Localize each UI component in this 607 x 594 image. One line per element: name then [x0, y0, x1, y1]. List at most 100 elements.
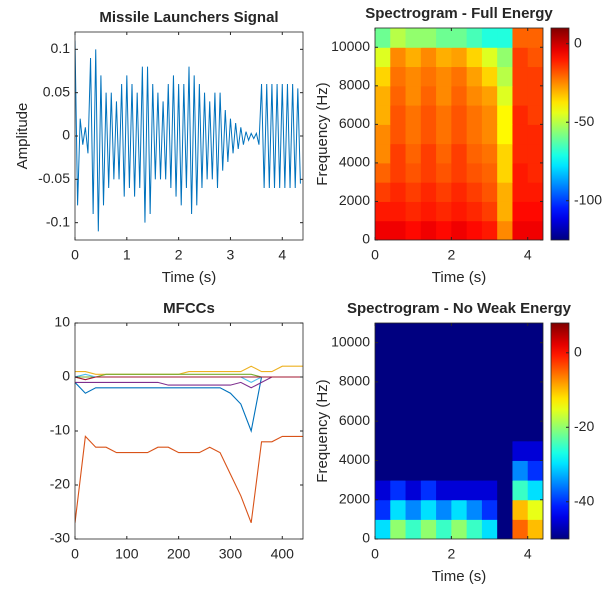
heat-cell [375, 105, 391, 125]
heat-cell [527, 124, 543, 145]
heat-cell [481, 220, 498, 240]
y-tick-label: 8000 [339, 373, 370, 389]
heat-cell [390, 105, 407, 125]
heat-cell [481, 28, 498, 48]
heat-cell [497, 440, 513, 461]
heat-cell [405, 440, 422, 461]
heat-cell [390, 421, 407, 442]
heat-cell [405, 28, 422, 48]
heat-cell [497, 105, 513, 125]
heat-cell [497, 401, 513, 422]
heat-cell [481, 381, 498, 403]
y-tick-label: 0.1 [51, 40, 71, 56]
series-line [75, 376, 303, 381]
x-tick-label: 0 [71, 247, 79, 263]
heat-cell [436, 182, 452, 202]
heat-cell [405, 47, 422, 68]
colorbar-tick-label: -50 [574, 113, 594, 129]
y-tick-label: 10000 [331, 38, 370, 54]
heat-cell [436, 28, 452, 48]
heat-cell [466, 323, 483, 344]
heat-cell [420, 362, 437, 383]
plot-area [75, 32, 303, 240]
axes-box [374, 322, 544, 540]
heat-cell [512, 480, 529, 501]
heat-cell [390, 28, 407, 48]
heat-cell [451, 519, 468, 539]
heat-cell [466, 519, 483, 539]
heat-cell [405, 480, 422, 501]
heat-cell [527, 460, 543, 481]
heat-cell [466, 28, 483, 48]
y-tick-label: 2000 [339, 490, 370, 506]
y-tick-label: 0 [62, 127, 70, 143]
series-line [75, 435, 303, 523]
heat-cell [512, 401, 529, 422]
heat-cell [375, 28, 391, 48]
heat-cell [436, 499, 452, 520]
heat-cell [436, 66, 452, 87]
y-tick-label: 0 [362, 231, 370, 247]
heat-cell [527, 220, 543, 240]
heat-cell [390, 480, 407, 501]
heat-cell [390, 47, 407, 68]
heat-cell [527, 201, 543, 222]
heat-cell [405, 66, 422, 87]
heat-cell [420, 182, 437, 202]
heat-cell [527, 182, 543, 202]
heat-cell [420, 162, 437, 183]
y-tick-label: -0.05 [38, 170, 70, 186]
heat-cell [436, 162, 452, 183]
heat-cell [481, 440, 498, 461]
heat-cell [405, 401, 422, 422]
x-tick-label: 4 [524, 247, 532, 263]
heat-cell [405, 162, 422, 183]
x-axis-label: Time (s) [432, 269, 486, 286]
heat-cell [436, 323, 452, 344]
heat-cell [436, 85, 452, 106]
heat-cell [390, 220, 407, 240]
heat-cell [405, 362, 422, 383]
heat-cell [527, 381, 543, 403]
heat-cell [420, 201, 437, 222]
chart-title: MFCCs [163, 300, 215, 317]
heat-cell [451, 124, 468, 145]
heat-cell [527, 105, 543, 125]
heat-cell [436, 401, 452, 422]
heat-cell [436, 381, 452, 403]
heat-cell [466, 401, 483, 422]
heat-cell [390, 362, 407, 383]
heat-cell [466, 480, 483, 501]
heat-cell [466, 85, 483, 106]
heat-cell [390, 323, 407, 344]
heat-cell [390, 519, 407, 539]
heat-cell [512, 85, 529, 106]
heat-cell [451, 66, 468, 87]
heat-cell [420, 381, 437, 403]
heat-cell [481, 105, 498, 125]
heat-cell [420, 85, 437, 106]
heat-cell [497, 381, 513, 403]
heat-cell [527, 47, 543, 68]
heat-cell [451, 421, 468, 442]
heat-cell [436, 519, 452, 539]
heat-cell [405, 460, 422, 481]
heat-cell [527, 143, 543, 164]
heat-cell [481, 362, 498, 383]
heat-cell [466, 362, 483, 383]
heat-cell [466, 201, 483, 222]
heat-cell [497, 143, 513, 164]
heat-cell [420, 220, 437, 240]
heat-cell [451, 499, 468, 520]
heat-cell [451, 381, 468, 403]
heat-cell [481, 342, 498, 363]
y-tick-label: -10 [50, 422, 70, 438]
heat-cell [466, 143, 483, 164]
heat-cell [497, 342, 513, 363]
heat-cell [420, 124, 437, 145]
heat-cell [390, 499, 407, 520]
heat-cell [451, 28, 468, 48]
heat-cell [451, 480, 468, 501]
